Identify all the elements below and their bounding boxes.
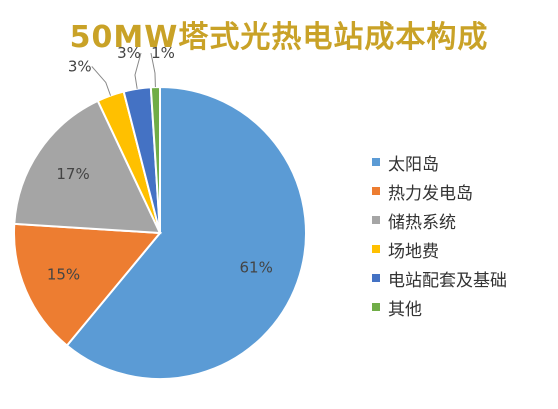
leader-line-station-support	[134, 52, 142, 89]
legend-label: 太阳岛	[388, 154, 439, 175]
leader-lines	[91, 52, 156, 96]
legend-label: 其他	[388, 299, 422, 320]
pie-slices	[13, 85, 307, 380]
legend-label: 场地费	[388, 241, 439, 262]
slice-solar-island	[65, 85, 307, 380]
legend-item-station-support: 电站配套及基础	[372, 266, 558, 291]
legend-swatch	[372, 216, 380, 224]
slice-other	[149, 85, 161, 234]
legend-label: 储热系统	[388, 212, 456, 233]
slice-thermal-power-island	[13, 222, 163, 347]
legend-label: 电站配套及基础	[388, 270, 507, 291]
slice-label-other: 1%	[151, 44, 175, 62]
legend-swatch	[372, 303, 380, 311]
legend-swatch	[372, 187, 380, 195]
slice-label-heat-storage: 17%	[56, 165, 89, 183]
chart-title: 50MW塔式光热电站成本构成	[69, 20, 489, 55]
slice-label-thermal-power-island: 15%	[47, 266, 80, 284]
leader-line-site-fee	[91, 66, 112, 96]
leader-line-other	[150, 52, 156, 88]
legend-swatch	[372, 245, 380, 253]
slice-heat-storage	[13, 99, 162, 235]
legend-item-heat-storage: 储热系统	[372, 208, 558, 233]
legend-item-thermal-power-island: 热力发电岛	[372, 179, 558, 204]
legend-item-other: 其他	[372, 295, 558, 320]
slice-label-station-support: 3%	[117, 44, 141, 62]
legend-swatch	[372, 274, 380, 282]
legend-swatch	[372, 158, 380, 166]
slice-label-site-fee: 3%	[68, 57, 92, 75]
slice-label-solar-island: 61%	[239, 259, 272, 277]
slice-labels: 61% 15% 17% 3% 3% 1%	[47, 44, 273, 284]
legend-item-solar-island: 太阳岛	[372, 150, 558, 175]
legend: 太阳岛热力发电岛储热系统场地费电站配套及基础 其他	[372, 150, 558, 324]
legend-label: 热力发电岛	[388, 183, 473, 204]
legend-item-site-fee: 场地费	[372, 237, 558, 262]
